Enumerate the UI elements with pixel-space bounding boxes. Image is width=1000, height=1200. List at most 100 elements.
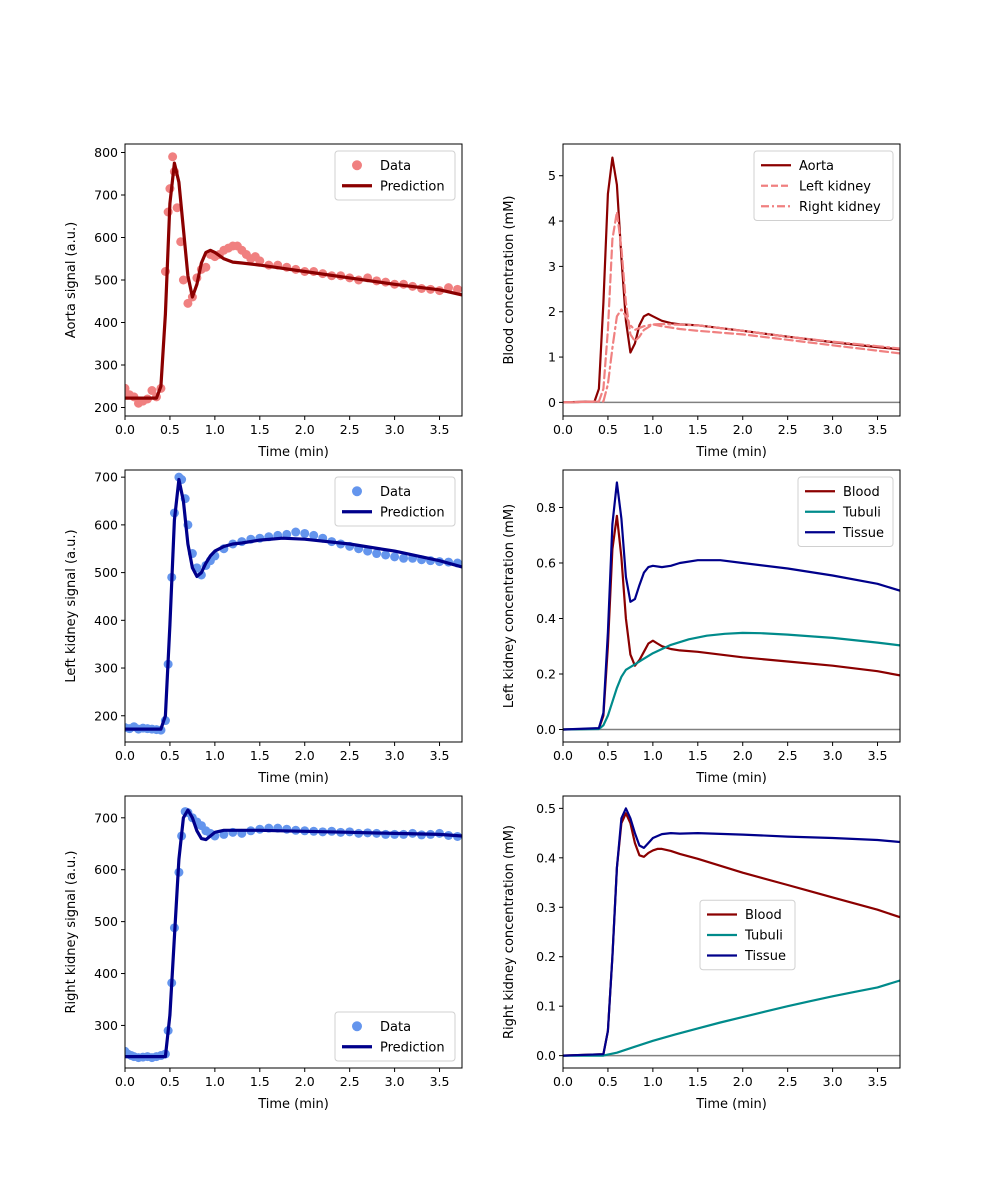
x-tick-label: 2.5 (340, 748, 360, 763)
y-tick-label: 200 (94, 708, 118, 723)
y-tick-label: 200 (94, 400, 118, 415)
data-point (282, 529, 292, 539)
x-tick-label: 3.5 (430, 748, 450, 763)
legend-label: Blood (843, 485, 880, 500)
x-axis-label: Time (min) (257, 1097, 329, 1112)
axes-frame (562, 795, 901, 1069)
x-tick-label: 1.0 (205, 422, 225, 437)
legend-box (753, 150, 894, 221)
axes-frame (124, 795, 463, 1069)
axes-frame (562, 469, 901, 743)
x-tick-label: 2.0 (295, 422, 315, 437)
y-axis-label: Left kidney signal (a.u.) (64, 529, 79, 682)
y-axis-label: Blood concentration (mM) (502, 195, 517, 364)
series-line-prediction (125, 808, 462, 1059)
data-point (147, 386, 157, 395)
chart-panel-left-kidney-signal: 0.0 0.5 1.0 1.5 2.0 2.5 3.0 3.5 200 300 400 500 600 7… (64, 469, 463, 786)
x-tick-label: 0.5 (598, 1074, 618, 1089)
legend-label: Right kidney (799, 200, 881, 215)
y-tick-label: 0.4 (536, 850, 556, 865)
x-tick-label: 2.0 (733, 422, 753, 437)
series-line-left-kidney (563, 210, 900, 404)
x-tick-label: 3.5 (430, 1074, 450, 1089)
y-tick-label: 2 (548, 304, 556, 319)
legend-marker (352, 486, 362, 497)
data-point (309, 530, 319, 540)
x-tick-label: 2.0 (733, 1074, 753, 1089)
plot-area (125, 472, 462, 735)
y-tick-label: 400 (94, 315, 118, 330)
y-tick-label: 0.6 (536, 555, 556, 570)
y-tick-label: 400 (94, 966, 118, 981)
y-tick-label: 300 (94, 358, 118, 373)
x-tick-label: 3.5 (868, 748, 888, 763)
x-tick-label: 0.5 (160, 1074, 180, 1089)
legend-label: Data (380, 485, 411, 500)
x-tick-label: 0.0 (115, 748, 135, 763)
x-axis-label: Time (min) (695, 771, 767, 786)
data-point (178, 275, 188, 285)
x-tick-label: 1.0 (205, 1074, 225, 1089)
series-line-tissue (563, 807, 900, 1057)
x-tick-label: 2.0 (295, 1074, 315, 1089)
y-tick-label: 400 (94, 613, 118, 628)
y-tick-label: 500 (94, 914, 118, 929)
x-tick-label: 3.0 (823, 422, 843, 437)
x-tick-label: 3.0 (385, 1074, 405, 1089)
legend-box (334, 1011, 456, 1062)
y-tick-label: 3 (548, 259, 556, 274)
data-point (201, 262, 211, 272)
x-tick-label: 0.5 (598, 748, 618, 763)
legend-label: Prediction (380, 1040, 445, 1055)
x-tick-label: 0.0 (553, 422, 573, 437)
data-point (168, 152, 178, 162)
plot-area (563, 807, 900, 1057)
x-tick-label: 3.0 (823, 748, 843, 763)
y-tick-label: 600 (94, 517, 118, 532)
data-point (390, 552, 400, 562)
x-tick-label: 1.5 (688, 1074, 708, 1089)
plot-area (125, 152, 462, 408)
data-point (372, 549, 382, 559)
data-point (363, 546, 373, 556)
chart-panel-aorta-signal: 0.0 0.5 1.0 1.5 2.0 2.5 3.0 3.5 200 300 400 500 600 7… (64, 143, 463, 460)
legend-label: Data (380, 159, 411, 174)
series-line-right-kidney (563, 308, 900, 404)
legend-label: Aorta (799, 159, 834, 174)
chart-panel-left-kidney-concentration: 0.0 0.5 1.0 1.5 2.0 2.5 3.0 3.5 0.0 0.2 0.4 0.6 0.8 T… (502, 469, 901, 786)
x-tick-label: 0.5 (598, 422, 618, 437)
y-tick-label: 0.0 (536, 722, 556, 737)
legend-label: Tubuli (842, 505, 881, 520)
x-tick-label: 1.0 (643, 748, 663, 763)
x-tick-label: 2.0 (733, 748, 753, 763)
legend-marker (352, 1021, 362, 1032)
legend-label: Left kidney (799, 179, 871, 194)
x-tick-label: 1.5 (688, 422, 708, 437)
legend-box (797, 476, 894, 547)
x-tick-label: 1.5 (250, 748, 270, 763)
x-tick-label: 0.0 (553, 1074, 573, 1089)
x-tick-label: 0.0 (553, 748, 573, 763)
series-line-prediction (125, 477, 462, 731)
legend-label: Prediction (380, 179, 445, 194)
x-axis-label: Time (min) (257, 445, 329, 460)
axes-frame (562, 143, 901, 417)
legend-label: Tubuli (744, 929, 783, 944)
x-tick-label: 3.0 (385, 748, 405, 763)
y-tick-label: 0.2 (536, 949, 556, 964)
y-axis-label: Right kidney signal (a.u.) (64, 850, 79, 1013)
legend: Blood Tubuli Tissue (699, 899, 796, 971)
y-tick-label: 700 (94, 470, 118, 485)
legend-box (699, 899, 796, 971)
y-tick-label: 300 (94, 661, 118, 676)
x-tick-label: 0.0 (115, 422, 135, 437)
legend-box (334, 150, 456, 201)
legend-label: Data (380, 1020, 411, 1035)
x-tick-label: 1.0 (643, 422, 663, 437)
y-axis-label: Aorta signal (a.u.) (64, 222, 79, 338)
data-point (291, 527, 301, 537)
y-tick-label: 0.0 (536, 1048, 556, 1063)
x-tick-label: 1.5 (250, 422, 270, 437)
y-tick-label: 0.3 (536, 900, 556, 915)
